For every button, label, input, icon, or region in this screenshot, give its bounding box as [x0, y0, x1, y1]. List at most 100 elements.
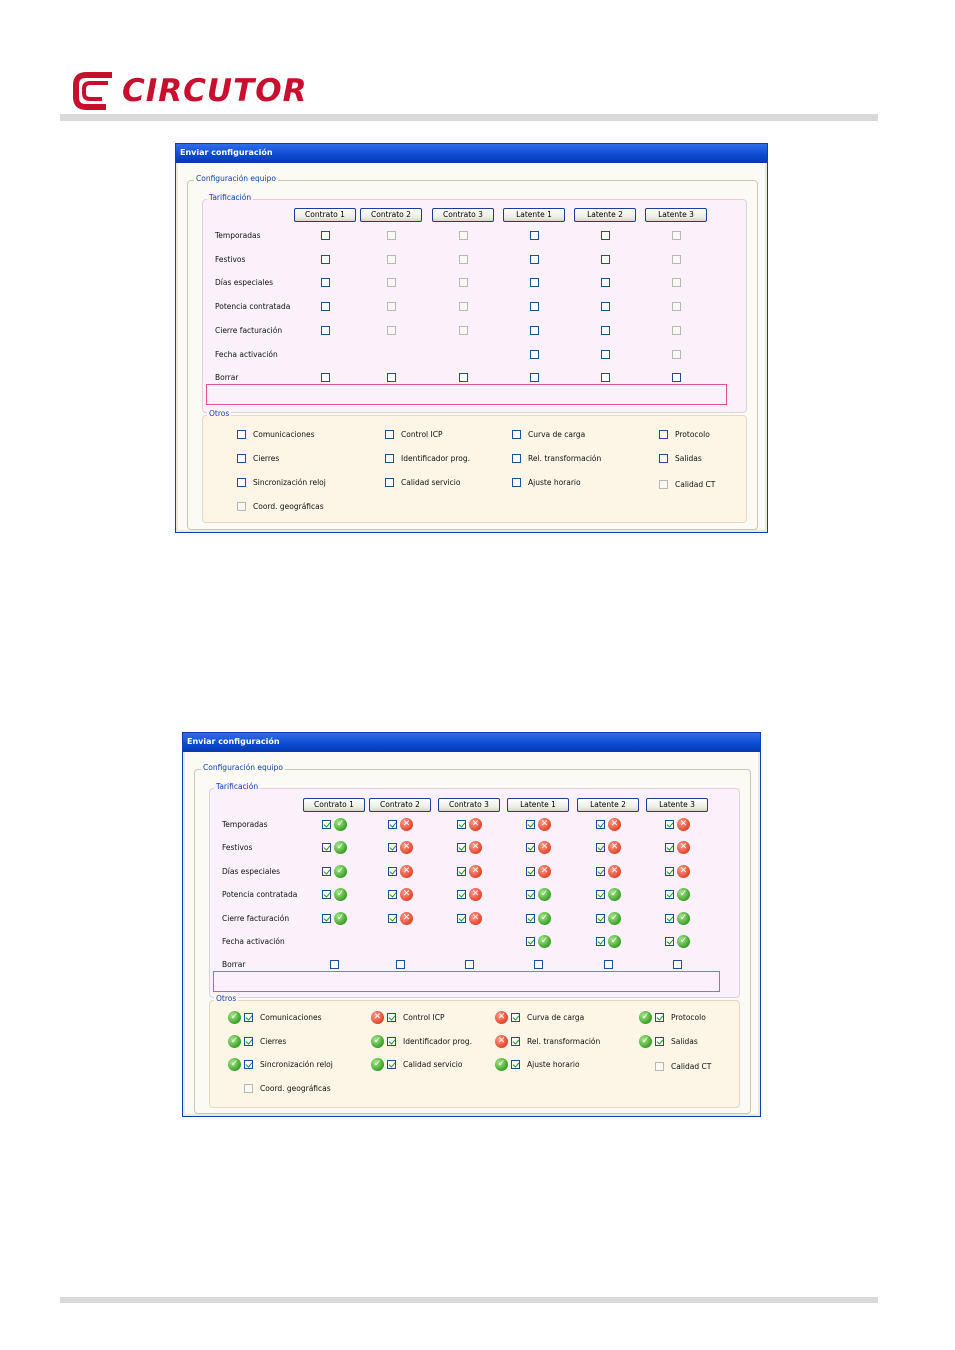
checkbox-fecha-activacion-latente-1[interactable]	[530, 349, 539, 359]
column-button-contrato-3[interactable]: Contrato 3	[438, 798, 500, 812]
checkbox-temporadas-latente-2[interactable]	[601, 231, 610, 240]
column-button-latente-2[interactable]: Latente 2	[574, 208, 636, 222]
checkbox-sincronizacion-reloj[interactable]	[237, 478, 246, 487]
checkbox-temporadas-contrato-1[interactable]	[321, 231, 330, 240]
checkbox-cierre-facturacion-contrato-3[interactable]	[459, 325, 468, 335]
checkbox-dias-especiales-latente-2[interactable]	[601, 278, 610, 288]
checkbox-protocolo[interactable]	[655, 1013, 664, 1022]
checkbox-borrar-contrato-2[interactable]	[396, 960, 405, 970]
checkbox-curva-de-carga[interactable]	[512, 430, 521, 439]
checkbox-salidas[interactable]	[655, 1036, 664, 1046]
checkbox-dias-especiales-contrato-1[interactable]	[321, 278, 330, 288]
column-button-latente-3[interactable]: Latente 3	[645, 208, 707, 222]
checkbox-calidad-servicio[interactable]	[385, 478, 394, 487]
checkbox-calidad-ct[interactable]	[655, 1062, 664, 1071]
checkbox-identificador-prog[interactable]	[387, 1036, 396, 1046]
checkbox-borrar-contrato-1[interactable]	[330, 960, 339, 970]
checkbox-borrar-latente-2[interactable]	[604, 960, 613, 970]
checkbox-dias-especiales-contrato-3[interactable]	[457, 866, 466, 876]
checkbox-potencia-contratada-contrato-2[interactable]	[387, 302, 396, 312]
checkbox-borrar-latente-1[interactable]	[534, 960, 543, 970]
checkbox-borrar-contrato-3[interactable]	[465, 960, 474, 970]
checkbox-dias-especiales-latente-1[interactable]	[530, 278, 539, 288]
checkbox-temporadas-contrato-2[interactable]	[388, 820, 397, 829]
checkbox-dias-especiales-contrato-1[interactable]	[322, 866, 331, 876]
checkbox-identificador-prog[interactable]	[385, 454, 394, 463]
column-button-contrato-3[interactable]: Contrato 3	[432, 208, 494, 222]
column-button-contrato-1[interactable]: Contrato 1	[303, 798, 365, 812]
checkbox-borrar-latente-3[interactable]	[672, 373, 681, 383]
checkbox-potencia-contratada-latente-3[interactable]	[672, 302, 681, 312]
checkbox-cierres[interactable]	[237, 454, 246, 463]
checkbox-cierre-facturacion-contrato-3[interactable]	[457, 913, 466, 923]
checkbox-cierre-facturacion-latente-2[interactable]	[596, 913, 605, 923]
checkbox-festivos-latente-2[interactable]	[596, 843, 605, 853]
checkbox-cierre-facturacion-contrato-1[interactable]	[321, 325, 330, 335]
checkbox-fecha-activacion-latente-3[interactable]	[665, 937, 674, 946]
checkbox-potencia-contratada-latente-3[interactable]	[665, 890, 674, 900]
checkbox-festivos-contrato-1[interactable]	[322, 843, 331, 853]
checkbox-dias-especiales-contrato-3[interactable]	[459, 278, 468, 288]
column-button-contrato-2[interactable]: Contrato 2	[369, 798, 431, 812]
checkbox-dias-especiales-latente-3[interactable]	[665, 866, 674, 876]
checkbox-festivos-latente-3[interactable]	[672, 254, 681, 264]
checkbox-temporadas-contrato-2[interactable]	[387, 231, 396, 240]
checkbox-fecha-activacion-latente-2[interactable]	[601, 349, 610, 359]
checkbox-temporadas-contrato-1[interactable]	[322, 820, 331, 829]
checkbox-dias-especiales-latente-3[interactable]	[672, 278, 681, 288]
checkbox-festivos-latente-2[interactable]	[601, 254, 610, 264]
checkbox-potencia-contratada-latente-1[interactable]	[530, 302, 539, 312]
column-button-latente-1[interactable]: Latente 1	[503, 208, 565, 222]
checkbox-potencia-contratada-contrato-3[interactable]	[459, 302, 468, 312]
checkbox-festivos-contrato-2[interactable]	[388, 843, 397, 853]
checkbox-fecha-activacion-latente-3[interactable]	[672, 349, 681, 359]
column-button-latente-3[interactable]: Latente 3	[646, 798, 708, 812]
checkbox-cierre-facturacion-latente-3[interactable]	[665, 913, 674, 923]
checkbox-festivos-latente-1[interactable]	[530, 254, 539, 264]
checkbox-temporadas-latente-1[interactable]	[526, 820, 535, 829]
checkbox-dias-especiales-contrato-2[interactable]	[388, 866, 397, 876]
checkbox-comunicaciones[interactable]	[237, 430, 246, 439]
checkbox-cierre-facturacion-latente-1[interactable]	[526, 913, 535, 923]
checkbox-protocolo[interactable]	[659, 430, 668, 439]
checkbox-temporadas-contrato-3[interactable]	[459, 231, 468, 240]
checkbox-dias-especiales-latente-2[interactable]	[596, 866, 605, 876]
checkbox-borrar-contrato-3[interactable]	[459, 373, 468, 383]
checkbox-festivos-latente-3[interactable]	[665, 843, 674, 853]
checkbox-festivos-contrato-2[interactable]	[387, 254, 396, 264]
checkbox-coord-geograficas[interactable]	[244, 1083, 253, 1093]
checkbox-ajuste-horario[interactable]	[511, 1060, 520, 1069]
checkbox-dias-especiales-contrato-2[interactable]	[387, 278, 396, 288]
checkbox-borrar-contrato-2[interactable]	[387, 373, 396, 383]
checkbox-potencia-contratada-contrato-1[interactable]	[321, 302, 330, 312]
checkbox-borrar-latente-3[interactable]	[673, 960, 682, 970]
checkbox-coord-geograficas[interactable]	[237, 502, 246, 511]
checkbox-fecha-activacion-latente-1[interactable]	[526, 937, 535, 946]
checkbox-cierre-facturacion-contrato-2[interactable]	[387, 325, 396, 335]
checkbox-potencia-contratada-latente-2[interactable]	[596, 890, 605, 900]
checkbox-calidad-ct[interactable]	[659, 480, 668, 489]
checkbox-salidas[interactable]	[659, 454, 668, 463]
checkbox-borrar-contrato-1[interactable]	[321, 373, 330, 383]
checkbox-cierre-facturacion-contrato-2[interactable]	[388, 913, 397, 923]
checkbox-cierre-facturacion-latente-2[interactable]	[601, 325, 610, 335]
checkbox-curva-de-carga[interactable]	[511, 1013, 520, 1022]
checkbox-festivos-contrato-1[interactable]	[321, 254, 330, 264]
checkbox-rel-transformacion[interactable]	[511, 1036, 520, 1046]
checkbox-potencia-contratada-latente-1[interactable]	[526, 890, 535, 900]
checkbox-potencia-contratada-contrato-2[interactable]	[388, 890, 397, 900]
checkbox-temporadas-latente-2[interactable]	[596, 820, 605, 829]
checkbox-temporadas-latente-1[interactable]	[530, 231, 539, 240]
checkbox-cierre-facturacion-latente-1[interactable]	[530, 325, 539, 335]
column-button-contrato-1[interactable]: Contrato 1	[294, 208, 356, 222]
checkbox-fecha-activacion-latente-2[interactable]	[596, 937, 605, 946]
checkbox-borrar-latente-2[interactable]	[601, 373, 610, 383]
checkbox-borrar-latente-1[interactable]	[530, 373, 539, 383]
checkbox-calidad-servicio[interactable]	[387, 1060, 396, 1069]
checkbox-potencia-contratada-latente-2[interactable]	[601, 302, 610, 312]
checkbox-temporadas-latente-3[interactable]	[665, 820, 674, 829]
column-button-latente-1[interactable]: Latente 1	[507, 798, 569, 812]
checkbox-potencia-contratada-contrato-1[interactable]	[322, 890, 331, 900]
checkbox-festivos-contrato-3[interactable]	[457, 843, 466, 853]
checkbox-cierre-facturacion-latente-3[interactable]	[672, 325, 681, 335]
